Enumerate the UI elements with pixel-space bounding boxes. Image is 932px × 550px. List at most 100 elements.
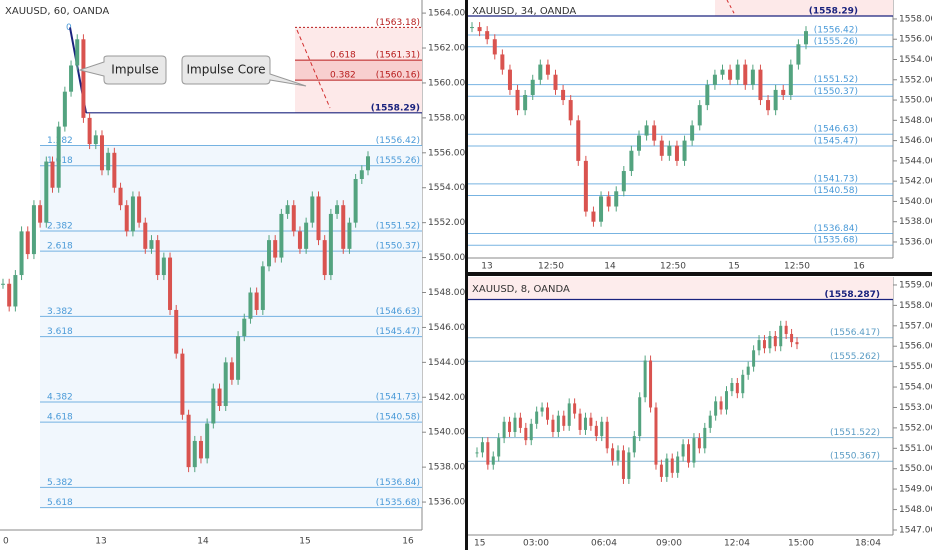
candle bbox=[795, 342, 799, 345]
y-tick-label: 1549.000 bbox=[899, 485, 932, 495]
y-tick-label: 1542.00 bbox=[899, 177, 932, 187]
candle bbox=[551, 419, 555, 432]
y-tick-label: 1564.00 bbox=[428, 9, 465, 19]
candle bbox=[38, 205, 43, 223]
level-price: (1540.58) bbox=[376, 413, 420, 423]
candle bbox=[112, 152, 117, 188]
y-tick-label: 1557.000 bbox=[899, 321, 932, 331]
candle bbox=[790, 333, 794, 343]
y-tick-label: 1552.00 bbox=[428, 218, 465, 228]
level-price: (1535.68) bbox=[376, 498, 420, 508]
candle bbox=[297, 231, 302, 249]
level-ratio: 0 bbox=[66, 23, 72, 33]
candle bbox=[567, 403, 571, 426]
candle bbox=[25, 231, 30, 255]
candle bbox=[538, 64, 543, 80]
candle bbox=[741, 374, 745, 394]
candle bbox=[743, 64, 748, 85]
chart-title: XAUUSD, 60, OANDA bbox=[5, 6, 109, 17]
candle bbox=[591, 211, 596, 222]
candle bbox=[44, 161, 49, 223]
level-price: (1546.63) bbox=[814, 125, 858, 135]
level-price: (1545.47) bbox=[814, 136, 858, 146]
candle bbox=[87, 117, 92, 145]
candle bbox=[347, 222, 352, 249]
target-zone bbox=[467, 277, 893, 300]
candle bbox=[524, 427, 528, 441]
candle bbox=[762, 340, 766, 349]
candle bbox=[606, 196, 611, 207]
candle bbox=[545, 64, 550, 75]
level-ratio: 5.382 bbox=[47, 478, 73, 488]
candle bbox=[518, 417, 522, 428]
y-tick-label: 1536.00 bbox=[899, 237, 932, 247]
candle bbox=[149, 240, 154, 249]
x-tick-label: 14 bbox=[604, 262, 616, 272]
candle bbox=[804, 31, 808, 45]
level-price: (1551.522) bbox=[830, 428, 880, 438]
candle bbox=[638, 397, 642, 437]
x-tick-label: 15 bbox=[728, 262, 739, 272]
candle bbox=[477, 27, 482, 32]
candle bbox=[260, 266, 265, 310]
level-price: (1558.29) bbox=[371, 103, 420, 113]
level-price: (1546.63) bbox=[376, 307, 420, 317]
level-price: (1545.47) bbox=[376, 327, 420, 337]
x-tick-label: 16 bbox=[402, 537, 414, 547]
y-tick-label: 1544.00 bbox=[428, 358, 465, 368]
candle bbox=[106, 152, 111, 171]
y-tick-label: 1544.00 bbox=[899, 156, 932, 166]
candle bbox=[714, 401, 718, 416]
candle bbox=[752, 350, 756, 367]
x-tick-label: 12:50 bbox=[784, 262, 810, 272]
candle bbox=[573, 403, 577, 414]
level-ratio: 0.382 bbox=[330, 71, 356, 81]
level-price: (1536.84) bbox=[376, 478, 420, 488]
y-tick-label: 1548.00 bbox=[428, 288, 465, 298]
x-tick-label: 09:00 bbox=[656, 539, 682, 549]
candle bbox=[19, 231, 24, 276]
candle bbox=[546, 407, 550, 420]
candle bbox=[614, 191, 619, 207]
candle bbox=[674, 145, 679, 161]
x-tick-label: 15 bbox=[474, 539, 485, 549]
level-price: (1535.68) bbox=[814, 236, 858, 246]
candle bbox=[353, 178, 358, 223]
y-tick-label: 1550.00 bbox=[428, 253, 465, 263]
y-tick-label: 1548.00 bbox=[899, 116, 932, 126]
candle bbox=[643, 360, 647, 398]
candle bbox=[291, 205, 296, 232]
candle bbox=[242, 318, 247, 337]
candle bbox=[500, 54, 505, 70]
candle bbox=[687, 444, 691, 463]
y-tick-label: 1553.000 bbox=[899, 403, 932, 413]
candle bbox=[267, 240, 272, 267]
candle bbox=[773, 336, 777, 347]
candle bbox=[366, 156, 370, 171]
candle bbox=[155, 240, 160, 276]
candle bbox=[50, 161, 55, 188]
candle bbox=[174, 309, 179, 354]
candle bbox=[130, 196, 135, 232]
candle bbox=[589, 417, 593, 426]
candle bbox=[13, 275, 18, 307]
candle bbox=[475, 452, 479, 454]
candle bbox=[248, 292, 253, 319]
candle bbox=[665, 458, 669, 477]
candle bbox=[69, 65, 74, 92]
candle bbox=[491, 456, 495, 465]
candle bbox=[720, 69, 725, 75]
candle bbox=[611, 448, 615, 461]
candle bbox=[304, 222, 309, 249]
level-price: (1551.52) bbox=[376, 222, 420, 232]
level-ratio: 2.382 bbox=[47, 222, 73, 232]
candle bbox=[310, 196, 315, 223]
candle bbox=[682, 140, 687, 161]
x-tick-label: 15:00 bbox=[788, 539, 814, 549]
level-price: (1540.58) bbox=[814, 186, 858, 196]
y-tick-label: 1552.000 bbox=[899, 423, 932, 433]
candle bbox=[697, 105, 702, 126]
y-tick-label: 1558.00 bbox=[899, 14, 932, 24]
candle bbox=[746, 366, 750, 375]
